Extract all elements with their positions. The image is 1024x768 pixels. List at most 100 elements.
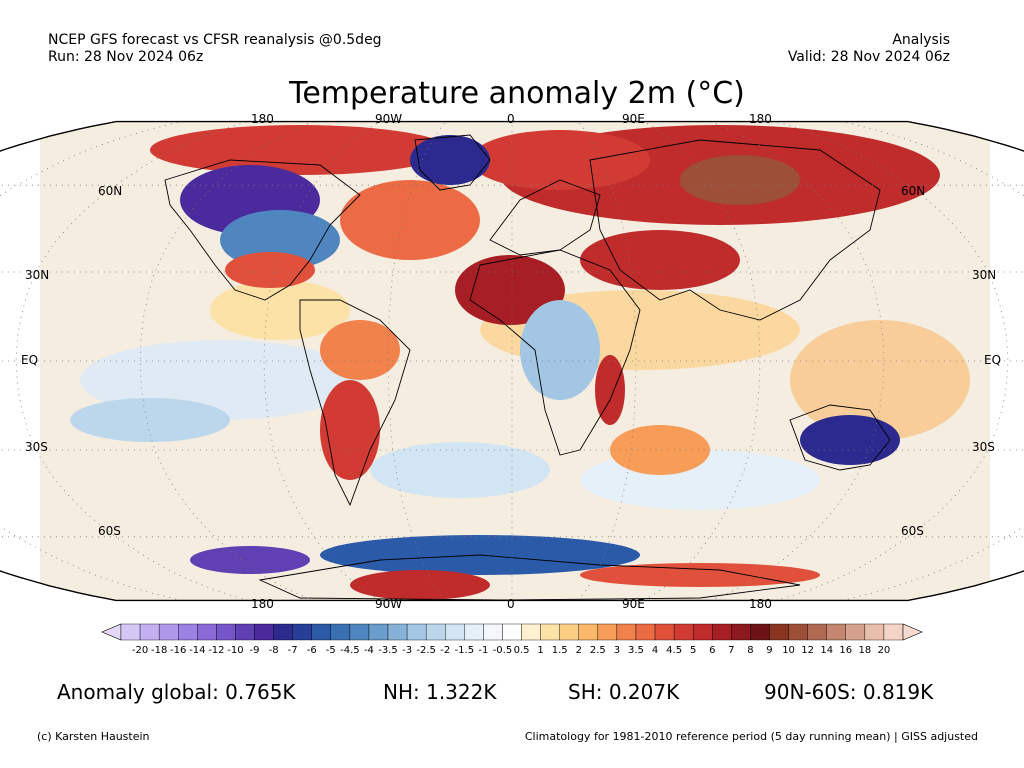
colorbar-cell — [445, 623, 465, 641]
south-america-outline — [299, 299, 411, 507]
colorbar-tick-label: -1.5 — [455, 645, 475, 656]
colorbar-cell — [788, 623, 808, 641]
colorbar-cell — [235, 623, 255, 641]
colorbar-tick-label: -4 — [364, 645, 374, 656]
colorbar-under-arrow — [101, 623, 122, 641]
colorbar-tick-label: -1 — [478, 645, 488, 656]
colorbar-cell — [139, 623, 160, 641]
model-description: NCEP GFS forecast vs CFSR reanalysis @0.… — [48, 32, 382, 48]
colorbar-tick-label: 0.5 — [514, 645, 530, 656]
colorbar-cell — [559, 623, 579, 641]
colorbar-tick-label: -2 — [440, 645, 450, 656]
lon-label-top-1: 180 — [251, 112, 274, 126]
colorbar-cell — [578, 623, 599, 641]
colorbar-tick-label: -16 — [170, 645, 186, 656]
colorbar-cell — [216, 623, 236, 641]
colorbar-cell — [406, 623, 427, 641]
colorbar-tick-label: 2.5 — [590, 645, 606, 656]
colorbar-cell — [731, 623, 751, 641]
colorbar-cell — [750, 623, 770, 641]
colorbar-tick-label: 7 — [728, 645, 734, 656]
colorbar-cell — [597, 623, 618, 641]
colorbar-tick-label: -14 — [189, 645, 205, 656]
colorbar-cell — [197, 623, 217, 641]
colorbar-cell — [769, 623, 789, 641]
gridlines — [0, 121, 1024, 601]
antarctica-outline — [258, 554, 801, 601]
map-border — [0, 120, 1024, 602]
colorbar-cell — [311, 623, 332, 641]
colorbar-tick-label: -6 — [307, 645, 317, 656]
colorbar-tick-label: -4.5 — [340, 645, 360, 656]
colorbar-cell — [673, 623, 694, 641]
valid-time: Valid: 28 Nov 2024 06z — [787, 49, 950, 65]
lat-label-right-30s: 30S — [972, 440, 995, 454]
colorbar-tick-label: -3.5 — [378, 645, 398, 656]
anomaly-global: Anomaly global: 0.765K — [57, 680, 296, 704]
colorbar-tick-label: -9 — [250, 645, 260, 656]
colorbar-tick-label: 1.5 — [552, 645, 568, 656]
colorbar-tick-label: -5 — [326, 645, 336, 656]
colorbar-tick-label: -2.5 — [416, 645, 436, 656]
lon-label-bottom-1: 180 — [251, 597, 274, 611]
colorbar-cell — [273, 623, 293, 641]
anomaly-sh: SH: 0.207K — [568, 680, 680, 704]
lat-label-left-30n: 30N — [25, 268, 50, 282]
anomaly-field — [40, 121, 990, 600]
colorbar-tick-label: -8 — [269, 645, 279, 656]
lon-label-top-3: 0 — [507, 112, 515, 126]
lat-label-right-30n: 30N — [972, 268, 997, 282]
colorbar-tick-label: 16 — [839, 645, 852, 656]
colorbar-tick-label: 2 — [576, 645, 582, 656]
copyright: (c) Karsten Haustein — [37, 730, 150, 743]
meridian-line — [387, 121, 447, 601]
colorbar-cell — [654, 623, 675, 641]
colorbar-cell — [483, 623, 503, 641]
europe-outline — [489, 179, 601, 256]
analysis-label: Analysis — [892, 32, 950, 48]
asia-outline — [589, 139, 881, 321]
lat-label-right-60s: 60S — [901, 524, 924, 538]
lon-label-bottom-4: 90E — [622, 597, 645, 611]
coastlines — [164, 134, 891, 601]
lon-label-bottom-5: 180 — [749, 597, 772, 611]
colorbar-tick-label: 3.5 — [628, 645, 644, 656]
colorbar-tick-label: 3 — [614, 645, 620, 656]
colorbar-cell — [120, 623, 141, 641]
lat-label-right-eq: EQ — [984, 353, 1002, 367]
lon-label-top-5: 180 — [749, 112, 772, 126]
colorbar-tick-label: -10 — [227, 645, 243, 656]
colorbar-cell — [635, 623, 656, 641]
colorbar-cell — [425, 623, 446, 641]
lat-label-left-30s: 30S — [25, 440, 48, 454]
colorbar-tick-label: -18 — [151, 645, 167, 656]
colorbar-cell — [330, 623, 351, 641]
colorbar-cell — [464, 623, 484, 641]
colorbar-cell — [368, 623, 389, 641]
lon-label-top-2: 90W — [375, 112, 403, 126]
colorbar-tick-label: 14 — [820, 645, 833, 656]
colorbar-cell — [616, 623, 637, 641]
colorbar-tick-label: 9 — [766, 645, 772, 656]
colorbar-cell — [693, 623, 713, 641]
colorbar-cell — [349, 623, 370, 641]
colorbar-tick-label: 12 — [801, 645, 814, 656]
colorbar-tick-label: 8 — [747, 645, 753, 656]
run-time: Run: 28 Nov 2024 06z — [48, 49, 204, 65]
colorbar-tick-label: -0.5 — [493, 645, 513, 656]
lat-label-left-60s: 60S — [98, 524, 121, 538]
colorbar-cell — [158, 623, 179, 641]
colorbar-cell — [178, 623, 198, 641]
colorbar-cell — [540, 623, 560, 641]
colorbar-tick-label: 18 — [858, 645, 871, 656]
lon-label-top-4: 90E — [622, 112, 645, 126]
lat-label-left-60n: 60N — [98, 184, 123, 198]
colorbar-cell — [883, 623, 904, 641]
climatology-note: Climatology for 1981-2010 reference peri… — [524, 730, 978, 743]
colorbar-cell — [387, 623, 408, 641]
colorbar-cell — [826, 623, 846, 641]
colorbar-tick-label: -12 — [208, 645, 224, 656]
colorbar-tick-label: 4 — [652, 645, 658, 656]
colorbar-cell — [845, 623, 866, 641]
